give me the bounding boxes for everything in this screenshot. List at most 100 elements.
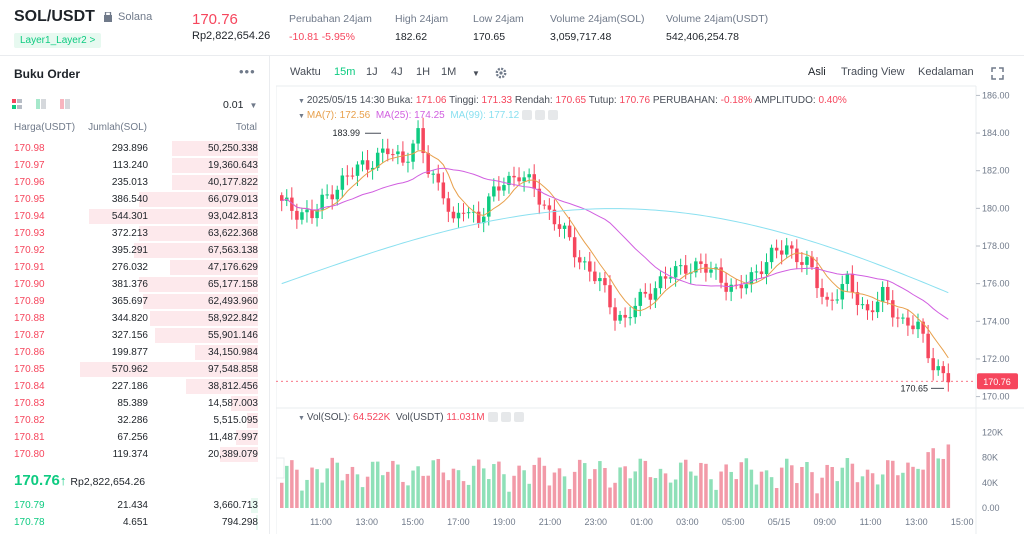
volume-bar [416,466,420,508]
view-both-icon[interactable] [12,99,22,109]
ask-row[interactable]: 170.86 199.877 34,150.984 [0,344,270,361]
ask-row[interactable]: 170.87 327.156 55,901.146 [0,327,270,344]
bid-row[interactable]: 170.79 21.434 3,660.713 [0,497,270,514]
view-tradingview[interactable]: Trading View [841,66,905,78]
volume-bar [901,472,905,508]
candle-body [350,175,355,177]
volume-bar [532,464,536,508]
volume-bar [623,466,627,508]
vol-settings-icon[interactable] [500,412,511,423]
volume-bar [891,460,895,508]
candle-body [547,205,552,210]
candle-body [709,269,713,273]
volume-bar [921,469,925,508]
row-price: 170.84 [14,381,45,392]
view-asks-icon[interactable] [60,99,70,109]
last-price: 170.76 [192,11,238,28]
ma-settings-icon[interactable] [535,110,546,121]
ask-row[interactable]: 170.90 381.376 65,177.158 [0,276,270,293]
candle-body [764,262,769,275]
more-icon[interactable]: ••• [239,64,256,79]
more-intervals-icon[interactable]: ▼ [472,69,480,78]
candle-body [461,212,466,214]
ask-row[interactable]: 170.83 85.389 14,587.003 [0,395,270,412]
interval-15m[interactable]: 15m [334,66,356,78]
col-price: Harga(USDT) [14,122,76,133]
volume-bar [406,485,410,508]
ma-close-icon[interactable] [548,110,559,121]
candle-body [330,194,334,200]
ask-row[interactable]: 170.94 544.301 93,042.813 [0,208,270,225]
ask-row[interactable]: 170.91 276.032 47,176.629 [0,259,270,276]
row-total: 5,515.095 [213,415,259,426]
x-tick-label: 17:00 [447,517,470,527]
candlestick-chart[interactable]: 186.00 184.00 182.00 180.00 178.00 176.00 174.… [276,56,1024,534]
info-icon[interactable] [104,12,112,22]
volume-bar [542,465,547,508]
interval-1j[interactable]: 1J [366,66,378,78]
row-price: 170.92 [14,245,45,256]
volume-bar [547,485,552,508]
volume-bar [608,487,612,508]
vol-visibility-icon[interactable] [487,412,498,423]
interval-1h[interactable]: 1H [416,66,431,78]
ask-row[interactable]: 170.95 386.540 66,079.013 [0,191,270,208]
ask-row[interactable]: 170.81 67.256 11,487.997 [0,429,270,446]
ask-row[interactable]: 170.84 227.186 38,812.456 [0,378,270,395]
x-tick-label: 13:00 [905,517,928,527]
ask-row[interactable]: 170.80 119.374 20,389.079 [0,446,270,463]
x-tick-label: 19:00 [493,517,516,527]
candle-body [643,291,648,294]
interval-1m[interactable]: 1M [441,66,457,78]
bid-row[interactable]: 170.78 4.651 794.298 [0,514,270,531]
candle-body [906,317,910,326]
candle-body [673,266,678,278]
ask-row[interactable]: 170.88 344.820 58,922.842 [0,310,270,327]
ask-row[interactable]: 170.93 372.213 63,622.368 [0,225,270,242]
volume-bar [785,458,789,508]
interval-4j[interactable]: 4J [391,66,403,78]
ask-row[interactable]: 170.98 293.896 50,250.338 [0,140,270,157]
chevron-down-icon: ▼ [249,101,258,110]
mid-price: 170.76↑ Rp2,822,654.26 [14,472,146,489]
volume-bar [577,459,582,508]
candle-body [608,285,612,308]
volume-bar [709,479,713,508]
candle-body [466,212,471,214]
volume-bar [663,473,668,508]
col-total: Total [235,122,257,133]
precision-select[interactable]: 0.01 ▼ [223,99,258,111]
category-tag[interactable]: Layer1_Layer2 > [14,33,102,48]
candle-body [567,225,572,238]
ask-row[interactable]: 170.82 32.286 5,515.095 [0,412,270,429]
settings-gear-icon[interactable] [495,67,507,79]
volume-bar [451,468,456,508]
view-depth[interactable]: Kedalaman [918,66,974,78]
candle-body [598,278,602,282]
volume-bar [375,461,380,508]
ma7-line [281,150,949,359]
row-total: 38,812.456 [207,381,258,392]
ma-visibility-icon[interactable] [522,110,533,121]
depth-bar [170,260,258,275]
volume-bar [603,468,607,508]
ask-row[interactable]: 170.85 570.962 97,548.858 [0,361,270,378]
ask-row[interactable]: 170.89 365.697 62,493.960 [0,293,270,310]
volume-bar [941,458,946,508]
ask-row[interactable]: 170.97 113.240 19,360.643 [0,157,270,174]
row-price: 170.81 [14,432,45,443]
fullscreen-icon[interactable] [991,67,1004,80]
candle-body [815,267,819,289]
view-original[interactable]: Asli [808,66,826,78]
view-bids-icon[interactable] [36,99,46,109]
row-amount: 85.389 [117,398,148,409]
ask-row[interactable]: 170.92 395.291 67,563.138 [0,242,270,259]
candle-body [300,212,304,220]
volume-bar [653,478,658,508]
candle-body [941,366,946,374]
depth-bar [220,447,258,462]
row-amount: 199.877 [111,347,148,358]
ask-row[interactable]: 170.96 235.013 40,177.822 [0,174,270,191]
pair-title[interactable]: SOL/USDT [14,8,95,25]
vol-close-icon[interactable] [513,412,524,423]
